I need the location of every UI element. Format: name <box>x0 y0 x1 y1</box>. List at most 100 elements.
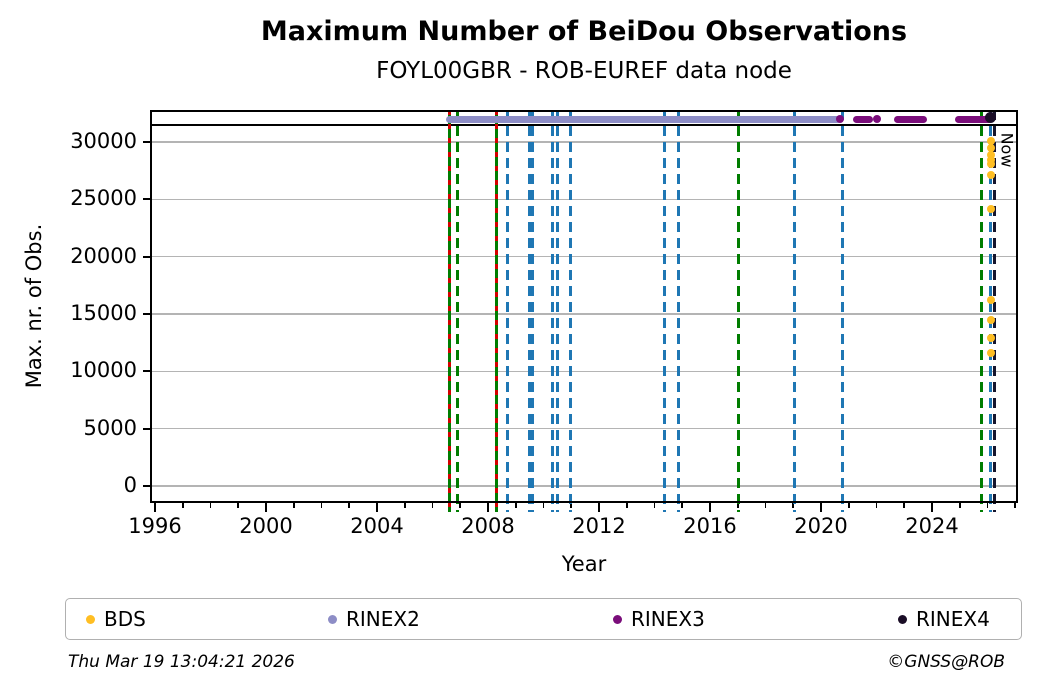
series-bds-dot <box>986 334 995 343</box>
event-line-blue-2010.99 <box>569 110 573 512</box>
y-axis-label: Max. nr. of Obs. <box>22 223 46 389</box>
x-minor-tick-2005 <box>403 503 406 508</box>
event-line-greenred-2008.31 <box>495 110 499 512</box>
x-tick-label-2016: 2016 <box>683 514 737 538</box>
series-rinex3-dot <box>835 115 844 124</box>
x-tick-label-1996: 1996 <box>128 514 182 538</box>
legend-item-rinex3: RINEX3 <box>613 599 705 639</box>
x-minor-tick-2018 <box>764 503 767 508</box>
series-rinex3-segment <box>894 115 927 123</box>
rinex4-marker-icon <box>898 614 907 624</box>
gridline-y-30000 <box>150 141 1018 143</box>
x-minor-tick-2015 <box>681 503 684 508</box>
series-rinex3-segment <box>852 115 874 123</box>
event-line-blue-2010.49 <box>555 110 559 512</box>
plot-border <box>150 110 1018 503</box>
x-tick-2024 <box>931 503 933 512</box>
x-minor-tick-2023 <box>903 503 906 508</box>
y-tick-label-0: 0 <box>123 473 137 498</box>
legend: BDS RINEX2 RINEX3 RINEX4 <box>65 598 1022 640</box>
legend-label-rinex4: RINEX4 <box>916 607 990 631</box>
event-line-blue-2019.03 <box>792 110 796 512</box>
x-minor-tick-2006 <box>431 503 434 508</box>
event-line-blue-2009.6 <box>530 110 534 512</box>
y-tick-25000 <box>143 198 150 201</box>
y-tick-0 <box>143 485 150 487</box>
series-bds-dot <box>986 159 995 168</box>
x-tick-label-2024: 2024 <box>905 514 959 538</box>
event-line-blue-2020.77 <box>840 110 844 512</box>
legend-label-rinex3: RINEX3 <box>631 607 705 631</box>
event-line-blue-2008.72 <box>506 110 510 512</box>
x-minor-tick-2002 <box>320 503 323 508</box>
x-tick-2020 <box>820 503 822 512</box>
series-rinex4-dot <box>984 112 996 124</box>
series-rinex2-segment <box>445 115 842 123</box>
gridline-y-20000 <box>150 255 1018 258</box>
timestamp: Thu Mar 19 13:04:21 2026 <box>68 652 295 672</box>
event-line-green-2006.9 <box>455 110 459 512</box>
series-bds-dot <box>986 143 995 152</box>
now-line <box>992 110 996 512</box>
chart-title: Maximum Number of BeiDou Observations <box>260 16 908 47</box>
series-bds-dot <box>986 150 995 159</box>
x-minor-tick-2007 <box>459 503 462 508</box>
x-minor-tick-2014 <box>653 503 656 508</box>
legend-item-bds: BDS <box>86 599 146 639</box>
x-tick-label-2008: 2008 <box>461 514 515 538</box>
y-tick-10000 <box>143 370 150 373</box>
event-line-blue-2026.12 <box>989 110 993 512</box>
y-tick-label-10000: 10000 <box>70 358 137 383</box>
event-line-green-2017.03 <box>737 110 741 512</box>
event-line-green-2025.79 <box>980 110 984 512</box>
x-tick-2016 <box>709 503 711 512</box>
x-minor-tick-2009 <box>514 503 517 508</box>
legend-item-rinex2: RINEX2 <box>328 599 420 639</box>
x-tick-2012 <box>598 503 600 512</box>
event-line-blue-2014.86 <box>676 110 680 512</box>
now-label: Now <box>997 132 1017 168</box>
x-tick-label-2004: 2004 <box>350 514 404 538</box>
x-minor-tick-2010 <box>542 503 545 508</box>
legend-label-rinex2: RINEX2 <box>346 607 420 631</box>
event-line-greenred-2006.63 <box>448 110 452 512</box>
rinex3-marker-icon <box>613 614 622 624</box>
x-tick-2008 <box>487 503 489 512</box>
y-tick-label-20000: 20000 <box>70 243 137 268</box>
max-observations-reference-line <box>150 123 1018 126</box>
legend-label-bds: BDS <box>104 607 146 631</box>
gridline-y-10000 <box>150 370 1018 373</box>
y-tick-label-5000: 5000 <box>83 415 137 440</box>
series-bds-dot <box>986 315 995 324</box>
series-bds-dot <box>986 171 995 180</box>
y-tick-20000 <box>143 255 150 258</box>
x-minor-tick-2003 <box>348 503 351 508</box>
x-minor-tick-1998 <box>209 503 212 508</box>
x-minor-tick-2022 <box>875 503 878 508</box>
x-tick-1996 <box>154 503 156 512</box>
x-minor-tick-2001 <box>292 503 295 508</box>
series-rinex3-dot <box>873 115 882 124</box>
x-minor-tick-2025 <box>958 503 961 508</box>
x-tick-label-2020: 2020 <box>794 514 848 538</box>
x-minor-tick-2027 <box>1014 503 1017 508</box>
y-tick-label-25000: 25000 <box>70 186 137 211</box>
event-line-blue-2014.36 <box>662 110 666 512</box>
x-tick-label-2012: 2012 <box>572 514 626 538</box>
y-tick-5000 <box>143 427 150 430</box>
event-line-blue-2009.48 <box>527 110 531 512</box>
credit: ©GNSS@ROB <box>887 652 1005 672</box>
x-minor-tick-1997 <box>181 503 184 508</box>
x-tick-2000 <box>265 503 267 512</box>
y-tick-30000 <box>143 141 150 143</box>
bds-marker-icon <box>86 614 95 624</box>
y-tick-label-30000: 30000 <box>70 128 137 153</box>
y-tick-label-15000: 15000 <box>70 301 137 325</box>
rinex2-marker-icon <box>328 614 337 624</box>
series-bds-dot <box>986 136 995 145</box>
x-axis-label: Year <box>561 552 607 576</box>
chart-subtitle: FOYL00GBR - ROB-EUREF data node <box>376 58 792 84</box>
plot-area <box>150 110 1018 512</box>
series-bds-dot <box>986 349 995 357</box>
